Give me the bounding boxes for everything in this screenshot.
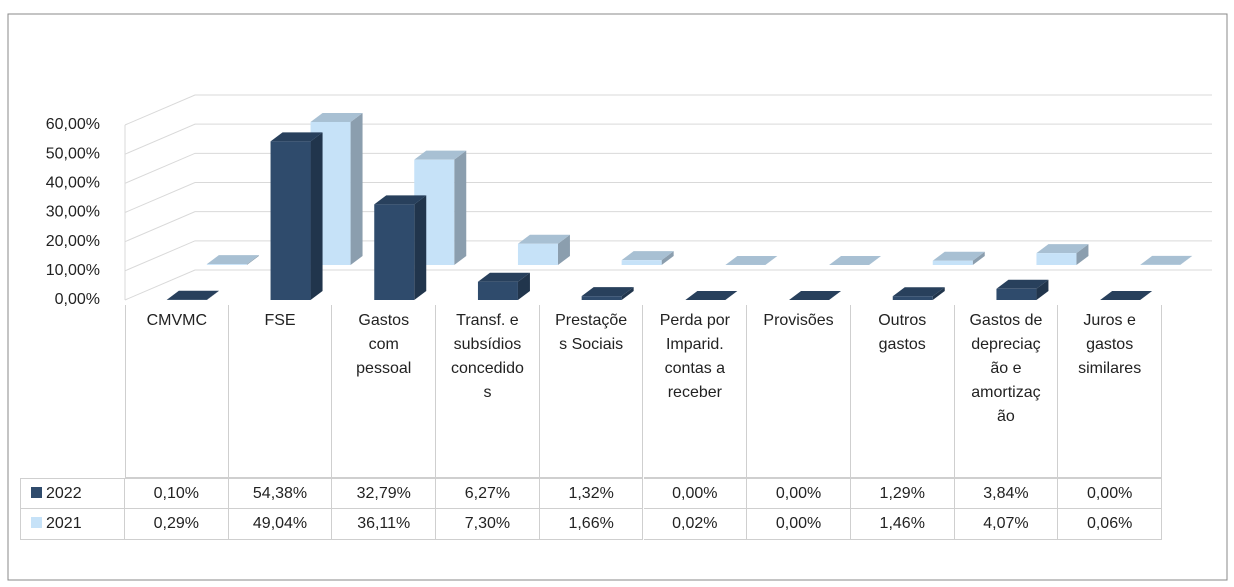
bar <box>166 290 219 300</box>
category-label: Gastos de depreciação e amortização <box>954 305 1059 478</box>
bar <box>1140 255 1193 265</box>
bar <box>374 195 427 300</box>
y-tick-label: 50,00% <box>46 145 100 162</box>
bar <box>270 132 323 300</box>
category-label: Transf. e subsídios concedidos <box>436 305 540 478</box>
category-label: Gastos com pessoal <box>332 305 437 478</box>
legend-swatch <box>31 517 42 528</box>
bar <box>581 287 634 300</box>
data-table-value: 54,38% <box>228 478 333 509</box>
data-table-value: 4,07% <box>954 509 1059 540</box>
grid-line <box>124 240 1212 272</box>
data-table-value: 1,29% <box>850 478 955 509</box>
grid-line <box>124 269 1212 301</box>
data-table-value: 0,29% <box>125 509 229 540</box>
y-tick-label: 0,00% <box>55 291 100 308</box>
category-label: Prestações Sociais <box>539 305 644 478</box>
data-table-value: 32,79% <box>332 478 437 509</box>
y-tick-label: 10,00% <box>46 262 100 279</box>
data-table-value: 0,06% <box>1058 509 1162 540</box>
data-table-value: 36,11% <box>332 509 437 540</box>
data-table-value: 0,02% <box>643 509 748 540</box>
bar <box>932 251 985 265</box>
legend-entry: 2022 <box>20 478 125 509</box>
bar <box>517 234 570 265</box>
grid-line <box>124 152 1212 184</box>
y-tick-label: 60,00% <box>46 116 100 133</box>
data-table-value: 0,00% <box>1058 478 1162 509</box>
data-table-value: 6,27% <box>436 478 540 509</box>
grid-line <box>124 211 1212 243</box>
data-table-value: 1,46% <box>850 509 955 540</box>
grid-line <box>124 123 1212 155</box>
category-label: CMVMC <box>125 305 229 478</box>
data-table-value: 0,00% <box>643 478 748 509</box>
bar <box>789 291 842 300</box>
category-label: Juros e gastos similares <box>1058 305 1162 478</box>
legend-label: 2021 <box>46 515 82 532</box>
category-label: FSE <box>228 305 333 478</box>
data-table-value: 0,10% <box>125 478 229 509</box>
category-label: Outros gastos <box>850 305 955 478</box>
bar <box>1036 244 1089 265</box>
legend-label: 2022 <box>46 485 82 502</box>
bar <box>829 256 882 265</box>
data-table-value: 1,32% <box>539 478 644 509</box>
legend-entry: 2021 <box>20 509 125 540</box>
data-table-value: 1,66% <box>539 509 644 540</box>
y-tick-label: 30,00% <box>46 204 100 221</box>
category-label: Perda por Imparid. contas a receber <box>643 305 748 478</box>
chart-border <box>7 13 1228 581</box>
bar <box>206 255 259 265</box>
data-table-value: 49,04% <box>228 509 333 540</box>
bar <box>477 272 530 300</box>
data-table-value: 0,00% <box>747 509 851 540</box>
data-table-value: 0,00% <box>747 478 851 509</box>
bar <box>725 255 778 265</box>
grid-line <box>124 182 1212 213</box>
legend-swatch <box>31 487 42 498</box>
data-table-value: 7,30% <box>436 509 540 540</box>
bar <box>892 287 945 300</box>
bar <box>685 291 738 300</box>
bar <box>996 279 1049 300</box>
category-label: Provisões <box>747 305 851 478</box>
y-tick-label: 40,00% <box>46 175 100 192</box>
grid-line <box>124 94 1212 126</box>
data-table-value: 3,84% <box>954 478 1059 509</box>
bar <box>621 251 674 265</box>
y-tick-label: 20,00% <box>46 233 100 250</box>
bar <box>1100 291 1153 300</box>
